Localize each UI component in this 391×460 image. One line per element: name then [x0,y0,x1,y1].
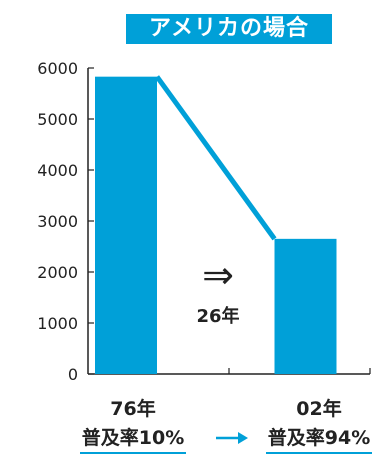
axes: 0 1000 2000 3000 4000 5000 6000 [37,59,371,384]
y-tick-label: 1000 [37,314,78,333]
trend-line [154,75,277,241]
bars [95,76,337,375]
right-arrow-icon [216,432,248,444]
y-tick-label: 0 [68,365,78,384]
category-76: 76年 普及率10% [58,398,208,454]
y-tick-label: 2000 [37,263,78,282]
bar [95,76,157,375]
adoption-rate-label: 普及率94% [265,426,373,454]
y-tick-label: 3000 [37,212,78,231]
category-02: 02年 普及率94% [244,398,391,454]
y-tick-label: 6000 [37,59,78,78]
trend-line-group [154,75,277,241]
adoption-rate-label: 普及率10% [79,426,187,454]
annotation-arrow: ⇒ [202,253,234,297]
bar [274,238,337,374]
y-tick-label: 4000 [37,161,78,180]
chart-title: アメリカの場合 [126,14,332,44]
category-label: 76年 [110,398,156,420]
category-label: 02年 [296,398,342,420]
annotation-text: 26年 [196,305,239,327]
y-tick-label: 5000 [37,110,78,129]
